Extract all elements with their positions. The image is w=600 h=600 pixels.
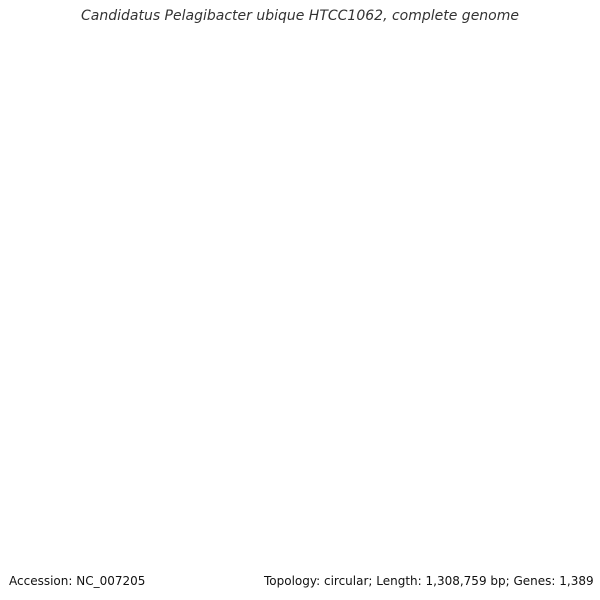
map-title: Candidatus Pelagibacter ubique HTCC1062,… xyxy=(80,8,519,24)
genome-summary-text: Topology: circular; Length: 1,308,759 bp… xyxy=(262,574,596,588)
accession-text: Accession: NC_007205 xyxy=(9,574,146,588)
